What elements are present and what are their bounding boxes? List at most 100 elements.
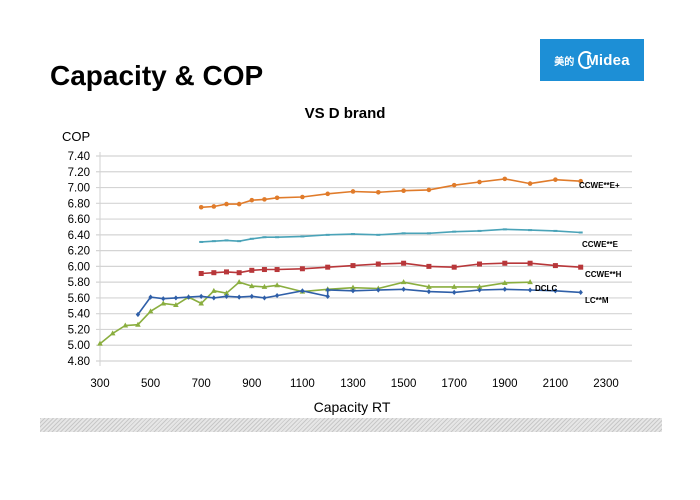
x-tick-label: 700 (192, 378, 211, 390)
data-point (199, 293, 204, 299)
data-point (109, 330, 116, 336)
data-point (401, 286, 406, 292)
data-point (160, 300, 167, 306)
data-point (351, 233, 355, 236)
data-point (578, 178, 583, 184)
data-point (350, 189, 356, 194)
data-point (477, 229, 482, 232)
x-tick-label: 1500 (391, 378, 417, 390)
data-point (527, 181, 533, 186)
data-point (173, 302, 179, 308)
data-point (325, 264, 331, 270)
data-point (553, 229, 558, 232)
data-point (451, 264, 457, 270)
data-point (528, 229, 533, 232)
y-tick-label: 7.20 (68, 167, 90, 179)
data-point (502, 286, 507, 292)
series-dclc (97, 279, 533, 346)
data-point (401, 260, 407, 266)
series-group (97, 176, 584, 346)
data-point (211, 270, 217, 276)
y-tick-label: 5.60 (68, 293, 90, 305)
x-tick-label: 1300 (340, 378, 366, 390)
data-point (325, 191, 331, 197)
x-tick-label: 1700 (441, 378, 467, 390)
data-point (376, 233, 381, 236)
data-point (350, 263, 356, 269)
x-tick-label: 500 (141, 378, 160, 390)
series-ccweh (198, 260, 584, 276)
data-point (135, 321, 141, 327)
y-tick-label: 5.40 (68, 309, 90, 321)
data-point (350, 284, 356, 290)
data-point (274, 282, 280, 288)
data-point (262, 295, 267, 301)
data-point (578, 264, 584, 270)
data-point (350, 288, 356, 294)
data-point (199, 240, 204, 243)
y-tick-label: 7.40 (68, 151, 90, 163)
series-line (201, 228, 581, 243)
data-point (426, 232, 431, 235)
slide-title: Capacity & COP (50, 60, 264, 91)
data-point (224, 239, 229, 242)
y-tick-label: 5.20 (68, 324, 90, 336)
data-point (300, 288, 305, 294)
data-point (249, 267, 255, 273)
data-point (400, 279, 407, 285)
series-line (201, 262, 581, 275)
series-label: DCLC (535, 284, 557, 293)
data-point (261, 267, 267, 273)
logo-chinese-text: 美的 (554, 56, 575, 68)
data-point (527, 279, 533, 285)
data-point (325, 287, 330, 293)
logo-english-text: Midea (586, 51, 630, 69)
data-point (274, 195, 280, 201)
data-point (211, 240, 216, 243)
y-tick-label: 5.80 (68, 277, 90, 289)
data-point (186, 294, 191, 300)
series-ccwee+ (198, 176, 583, 210)
series-label: LC**M (585, 296, 609, 305)
data-point (236, 201, 242, 207)
data-point (552, 263, 558, 269)
data-point (211, 204, 217, 209)
data-point (451, 283, 457, 289)
y-tick-labels: 7.40 7.20 7.00 6.80 6.60 6.40 6.20 6.00 5.80 5.60… (68, 151, 90, 368)
data-point (275, 236, 280, 239)
data-point (502, 279, 508, 285)
data-point (274, 292, 280, 299)
x-tick-label: 1100 (290, 378, 315, 390)
data-point (553, 177, 558, 182)
x-tick-labels: 300 500 700 900 1100 1300 1500 1700 1900 2100 2300 (90, 378, 618, 390)
data-point (452, 230, 457, 233)
x-axis-label: Capacity RT (314, 399, 391, 415)
data-point (426, 187, 432, 193)
data-point (122, 322, 129, 328)
data-point (148, 294, 153, 300)
data-point (274, 267, 280, 273)
series-labels: CCWE**E+ CCWE**E CCWE**H DCLC LC**M (535, 181, 622, 305)
y-tick-label: 5.00 (68, 340, 90, 352)
data-point (300, 235, 305, 238)
chart-title: VS D brand (305, 105, 386, 122)
decorative-band (40, 418, 662, 432)
data-point (502, 228, 507, 231)
data-point (135, 311, 141, 318)
y-axis-label: COP (62, 129, 90, 144)
data-point (224, 201, 229, 207)
data-point (224, 293, 229, 299)
data-point (161, 296, 166, 302)
data-point (249, 283, 255, 289)
data-point (401, 232, 406, 235)
data-point (237, 240, 242, 243)
data-point (476, 283, 483, 289)
data-point (198, 204, 204, 210)
series-ccwee (199, 228, 583, 243)
data-point (223, 290, 230, 296)
data-point (236, 279, 242, 285)
data-point (426, 263, 432, 269)
x-tick-label: 2300 (593, 378, 619, 390)
data-point (426, 283, 432, 289)
data-point (452, 289, 457, 296)
